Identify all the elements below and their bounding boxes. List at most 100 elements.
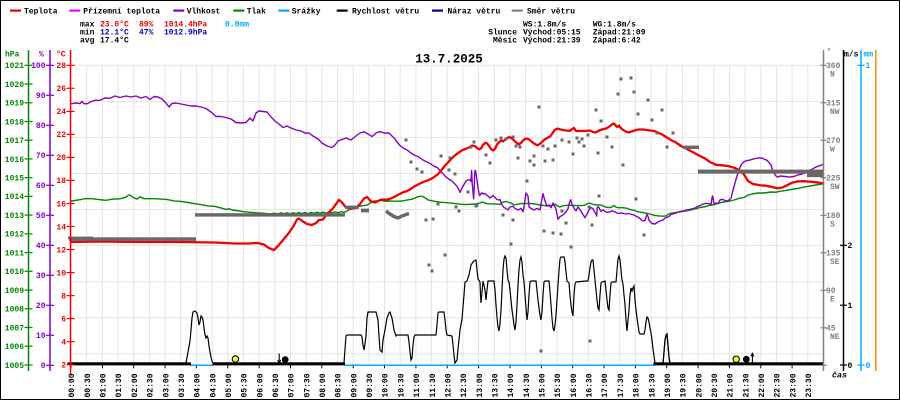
svg-text:17:00: 17:00 [601,373,610,397]
svg-text:16:00: 16:00 [570,373,579,397]
svg-text:03:30: 03:30 [178,373,187,397]
svg-text:06:30: 06:30 [272,373,281,397]
svg-text:°: ° [827,48,832,57]
svg-text:1014: 1014 [5,193,24,202]
svg-text:1021: 1021 [5,62,24,71]
svg-text:10:30: 10:30 [397,373,406,397]
svg-text:14:30: 14:30 [523,373,532,397]
svg-text:E: E [830,295,835,304]
svg-text:m/s: m/s [844,51,859,60]
svg-text:90: 90 [36,92,46,101]
svg-text:30: 30 [36,272,46,281]
svg-text:SE: SE [830,258,840,267]
svg-text:60: 60 [36,182,46,191]
svg-text:Rychlost větru: Rychlost větru [352,8,419,17]
svg-text:čas: čas [832,371,847,381]
svg-text:10: 10 [36,332,46,341]
svg-text:11:00: 11:00 [413,373,422,397]
svg-text:max: max [80,21,95,30]
svg-text:100: 100 [31,62,46,71]
svg-text:01:30: 01:30 [115,373,124,397]
svg-text:1: 1 [848,302,853,311]
svg-text:19:00: 19:00 [664,373,673,397]
svg-text:S: S [830,220,835,229]
svg-text:23.0°C: 23.0°C [100,21,129,30]
svg-text:04:00: 04:00 [194,373,203,397]
svg-text:0.0mm: 0.0mm [225,21,249,30]
svg-text:17.4°C: 17.4°C [100,37,129,46]
svg-text:hPa: hPa [5,51,20,60]
svg-text:70: 70 [36,152,46,161]
svg-text:Východ:21:39: Východ:21:39 [523,37,581,46]
svg-text:1011: 1011 [5,249,24,258]
svg-text:22: 22 [56,131,66,140]
svg-text:50: 50 [36,212,46,221]
svg-text:17:30: 17:30 [617,373,626,397]
svg-text:0: 0 [848,362,853,371]
svg-text:18:00: 18:00 [633,373,642,397]
svg-text:26: 26 [56,85,66,94]
svg-text:135: 135 [826,250,841,259]
svg-text:%: % [39,51,44,60]
svg-text:Slunce: Slunce [488,29,517,38]
svg-text:18:30: 18:30 [648,373,657,397]
svg-text:Západ:21:09: Západ:21:09 [593,29,646,38]
svg-text:Teplota: Teplota [24,8,58,17]
svg-text:04:30: 04:30 [209,373,218,397]
svg-text:23:00: 23:00 [789,373,798,397]
svg-text:10: 10 [56,269,66,278]
svg-text:315: 315 [826,100,841,109]
svg-text:19:30: 19:30 [680,373,689,397]
svg-text:avg: avg [80,37,95,46]
svg-text:1009: 1009 [5,287,24,296]
svg-text:05:00: 05:00 [225,373,234,397]
svg-text:45: 45 [826,325,836,334]
svg-text:24: 24 [56,108,66,117]
svg-text:Srážky: Srážky [292,8,321,17]
svg-text:1008: 1008 [5,306,24,315]
svg-text:13:30: 13:30 [492,373,501,397]
svg-text:8: 8 [61,292,66,301]
svg-text:N: N [830,70,835,79]
svg-text:1014.4hPa: 1014.4hPa [164,21,207,30]
svg-text:28: 28 [56,62,66,71]
svg-text:1007: 1007 [5,324,24,333]
svg-text:08:30: 08:30 [335,373,344,397]
svg-text:40: 40 [36,242,46,251]
svg-text:12.1°C: 12.1°C [100,29,129,38]
svg-text:20: 20 [36,302,46,311]
svg-text:1016: 1016 [5,156,24,165]
svg-text:Vlhkost: Vlhkost [187,8,221,17]
svg-text:05:30: 05:30 [241,373,250,397]
svg-text:1012.9hPa: 1012.9hPa [164,29,207,38]
svg-text:2: 2 [61,362,66,371]
svg-text:Měsíc: Měsíc [493,37,517,46]
svg-text:1019: 1019 [5,100,24,109]
svg-text:89%: 89% [139,21,154,30]
svg-text:SW: SW [830,183,840,192]
svg-text:00:00: 00:00 [68,373,77,397]
svg-text:WG:1.8m/s: WG:1.8m/s [593,21,636,30]
svg-text:23:30: 23:30 [805,373,814,397]
svg-text:°C: °C [56,51,66,60]
svg-text:W: W [830,145,835,154]
svg-text:12:00: 12:00 [444,373,453,397]
svg-text:09:00: 09:00 [350,373,359,397]
svg-text:90: 90 [826,287,836,296]
svg-text:1017: 1017 [5,137,24,146]
svg-text:1015: 1015 [5,175,24,184]
svg-text:07:30: 07:30 [303,373,312,397]
svg-text:225: 225 [826,175,841,184]
svg-text:180: 180 [826,212,841,221]
svg-text:NE: NE [830,333,840,342]
svg-text:09:30: 09:30 [366,373,375,397]
svg-text:mm: mm [864,51,874,60]
svg-text:20:30: 20:30 [711,373,720,397]
svg-text:14:00: 14:00 [507,373,516,397]
svg-text:22:00: 22:00 [758,373,767,397]
svg-text:12:30: 12:30 [460,373,469,397]
svg-text:15:30: 15:30 [554,373,563,397]
svg-text:1013: 1013 [5,212,24,221]
svg-text:Tlak: Tlak [247,8,266,17]
svg-text:01:00: 01:00 [100,373,109,397]
